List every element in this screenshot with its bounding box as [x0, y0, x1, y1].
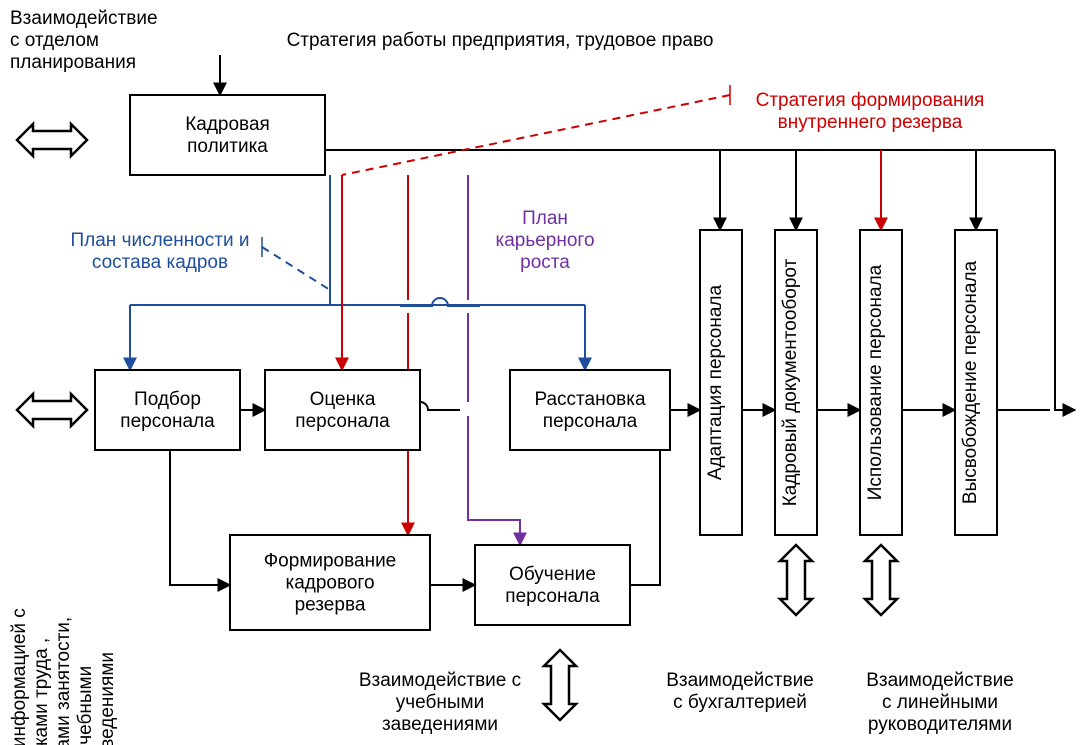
node-adapt-label: Адаптация персонала — [705, 284, 726, 480]
node-assess: Оценкаперсонала — [265, 370, 420, 450]
node-release: Высвобождение персонала — [955, 230, 997, 535]
double-arrow-1 — [17, 394, 87, 426]
node-training-line-1: персонала — [505, 586, 600, 607]
node-placement: Расстановкаперсонала — [510, 370, 670, 450]
double-arrow-4 — [865, 545, 897, 615]
label-top_center-line-0: Стратегия работы предприятия, трудовое п… — [287, 30, 714, 51]
node-usage: Использование персонала — [860, 230, 902, 535]
node-usage-label: Использование персонала — [865, 264, 886, 500]
edge-27 — [262, 247, 330, 290]
label-bot_mgr-line-2: руководителями — [868, 714, 1012, 735]
label-mid_purple-line-1: карьерного — [495, 230, 594, 251]
label-bot_mgr-line-1: с линейными — [882, 692, 998, 713]
node-selection-line-0: Подбор — [134, 389, 201, 410]
edge-23 — [170, 450, 230, 585]
node-policy-line-1: политика — [187, 136, 268, 157]
label-top_left-line-1: с отделом — [10, 30, 99, 51]
label-left_vert-line-0: Обмен информацией с — [9, 608, 30, 745]
edge-6 — [1055, 150, 1075, 410]
node-assess-line-1: персонала — [295, 411, 390, 432]
node-docflow-label: Кадровый документооборот — [780, 258, 801, 506]
label-left_vert-line-3: учебными — [75, 666, 96, 745]
node-policy-line-0: Кадровая — [185, 114, 270, 135]
hr-flowchart: КадроваяполитикаПодборперсоналаОценкапер… — [0, 0, 1084, 745]
node-reserve-line-2: резерва — [295, 595, 366, 616]
label-mid_blue-line-0: План численности и — [70, 230, 249, 251]
label-bot_training-line-1: учебными — [396, 692, 484, 713]
node-placement-line-0: Расстановка — [534, 389, 646, 410]
node-release-label: Высвобождение персонала — [960, 260, 981, 504]
label-top_left-line-0: Взаимодействие — [10, 8, 158, 29]
node-docflow: Кадровый документооборот — [775, 230, 817, 535]
label-bot_acc-line-1: с бухгалтерией — [673, 692, 807, 713]
label-left_vert-line-4: заведениями — [97, 652, 118, 745]
double-arrow-0 — [17, 124, 87, 156]
label-left_vert-line-1: биржами труда , — [31, 638, 52, 745]
label-bot_mgr-line-0: Взаимодействие — [866, 670, 1014, 691]
label-top_red-line-0: Стратегия формирования — [756, 90, 985, 111]
label-top_red-line-1: внутреннего резерва — [778, 112, 963, 133]
node-reserve-line-1: кадрового — [285, 573, 374, 594]
edge-26 — [342, 95, 730, 175]
node-placement-line-1: персонала — [543, 411, 638, 432]
label-left_vert-line-2: службами занятости, — [53, 617, 74, 745]
node-selection-line-1: персонала — [120, 411, 215, 432]
node-training-line-0: Обучение — [509, 564, 596, 585]
label-mid_blue-line-1: состава кадров — [92, 252, 228, 273]
label-mid_purple-line-0: План — [522, 208, 568, 229]
node-policy: Кадроваяполитика — [130, 95, 325, 175]
double-arrow-2 — [544, 650, 576, 720]
label-top_left-line-2: планирования — [10, 52, 136, 73]
node-reserve: Формированиекадровогорезерва — [230, 535, 430, 630]
node-selection: Подборперсонала — [95, 370, 240, 450]
label-mid_purple-line-2: роста — [520, 252, 570, 273]
node-training: Обучениеперсонала — [475, 545, 630, 625]
node-assess-line-0: Оценка — [310, 389, 376, 410]
label-bot_training-line-0: Взаимодействие с — [359, 670, 521, 691]
node-adapt: Адаптация персонала — [700, 230, 742, 535]
label-bot_training-line-2: заведениями — [382, 714, 498, 735]
double-arrow-3 — [780, 545, 812, 615]
node-reserve-line-0: Формирование — [264, 551, 397, 572]
label-bot_acc-line-0: Взаимодействие — [666, 670, 814, 691]
